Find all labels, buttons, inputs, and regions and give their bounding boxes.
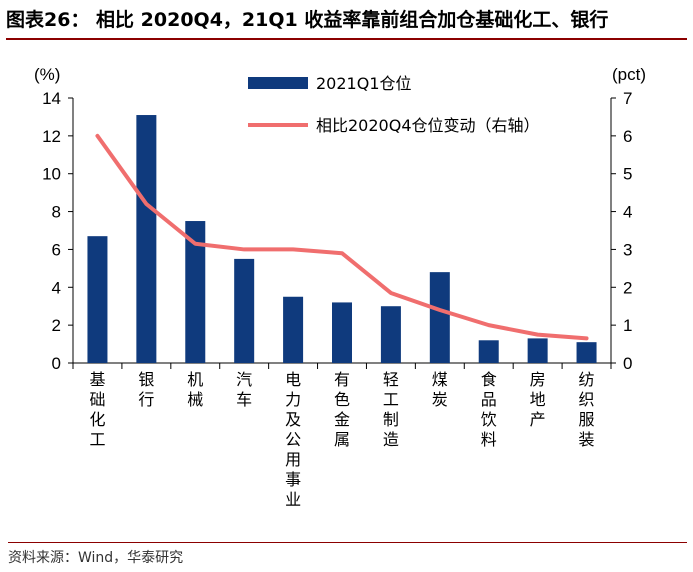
category-label: 机械 (187, 370, 203, 409)
category-label: 基础化工 (89, 370, 105, 449)
category-label: 银行 (138, 370, 154, 409)
bar (527, 338, 548, 363)
left-tick-label: 14 (42, 89, 61, 108)
bar (478, 340, 499, 363)
bar (87, 236, 108, 363)
combo-chart: (%) (pct)0246810121401234567基础化工银行机械汽车电力及… (34, 65, 646, 509)
left-axis-unit: (%) (34, 65, 60, 84)
source-note: 资料来源：Wind，华泰研究 (8, 542, 687, 567)
right-tick-label: 0 (623, 354, 632, 373)
bar (185, 221, 206, 363)
category-label: 房地产 (530, 370, 546, 429)
right-tick-label: 4 (623, 203, 632, 222)
legend-line-label: 相比2020Q4仓位变动（右轴） (316, 116, 540, 135)
bar (136, 115, 157, 364)
left-tick-label: 10 (42, 165, 61, 184)
right-axis-unit: (pct) (612, 65, 646, 84)
right-tick-label: 1 (623, 316, 632, 335)
category-label: 有色金属 (334, 370, 350, 449)
bar (576, 342, 597, 363)
left-tick-label: 0 (52, 354, 61, 373)
bar (234, 258, 255, 363)
legend-bar-label: 2021Q1仓位 (316, 74, 412, 93)
right-tick-label: 7 (623, 89, 632, 108)
legend-bar-swatch (248, 77, 308, 89)
left-tick-label: 6 (52, 240, 61, 259)
bar (380, 306, 401, 363)
right-tick-label: 2 (623, 278, 632, 297)
right-tick-label: 6 (623, 127, 632, 146)
right-tick-label: 3 (623, 240, 632, 259)
series-line (95, 133, 589, 341)
category-label: 煤炭 (432, 370, 448, 409)
bar (332, 302, 352, 363)
right-tick-label: 5 (623, 165, 632, 184)
category-label: 食品饮料 (481, 370, 497, 449)
left-tick-label: 2 (52, 316, 61, 335)
left-tick-label: 12 (42, 127, 61, 146)
category-label: 汽车 (236, 370, 252, 409)
bar (283, 296, 304, 363)
bar (429, 272, 450, 363)
category-label: 纺织服装 (579, 370, 595, 449)
chart-title: 图表26： 相比 2020Q4，21Q1 收益率靠前组合加仓基础化工、银行 (6, 6, 687, 40)
category-label: 轻工制造 (383, 370, 399, 449)
left-tick-label: 4 (52, 278, 61, 297)
category-label: 电力及公用事业 (285, 370, 301, 509)
left-tick-label: 8 (52, 203, 61, 222)
